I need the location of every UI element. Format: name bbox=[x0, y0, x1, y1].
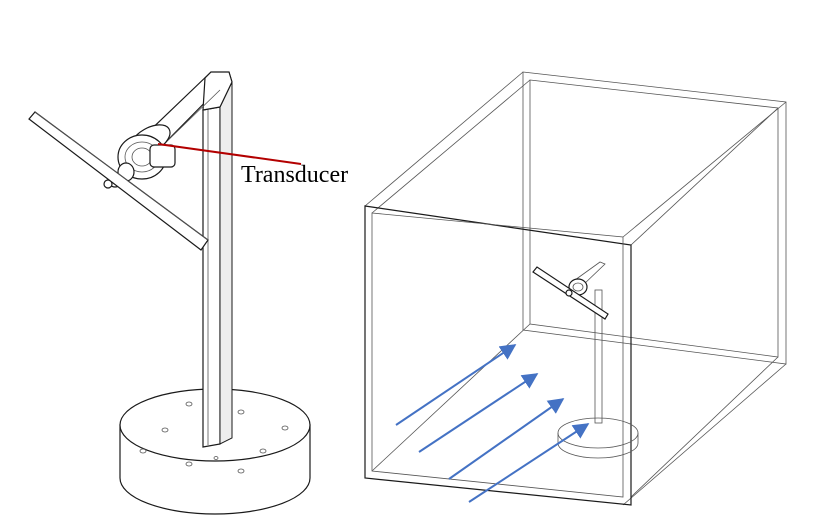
transducer-label: Transducer bbox=[241, 162, 348, 188]
enclosure-stand bbox=[532, 261, 639, 459]
arrow-icon bbox=[448, 398, 565, 480]
mounting-plate bbox=[28, 111, 209, 251]
arrow-icon bbox=[418, 373, 539, 453]
enclosure bbox=[364, 71, 787, 506]
stand-assembly: Transducer bbox=[28, 71, 348, 515]
arrow-icon bbox=[395, 344, 517, 426]
transducer-leader-line bbox=[157, 143, 302, 165]
arrow-icon bbox=[468, 423, 590, 503]
base-holes bbox=[139, 401, 289, 474]
flow-arrows bbox=[395, 344, 590, 503]
stand-post bbox=[202, 81, 233, 448]
